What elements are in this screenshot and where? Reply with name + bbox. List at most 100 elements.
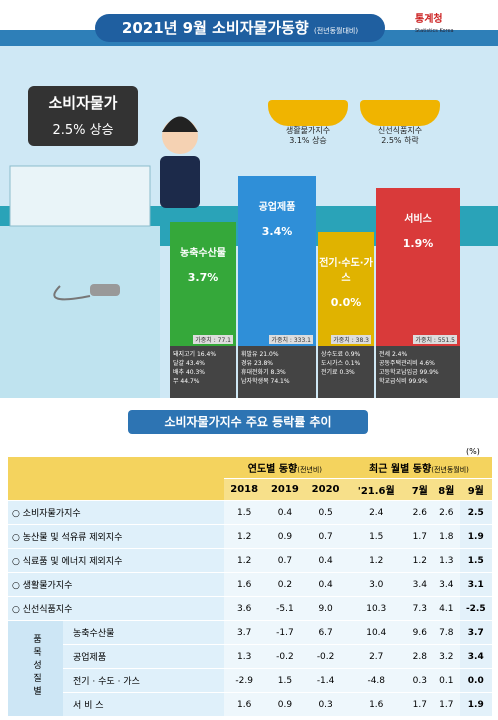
row-label: 농축수산물 — [63, 620, 224, 645]
group-header: 연도별 동향(전년비) — [223, 457, 346, 479]
category-weight: 가중치 : 38.3 — [331, 335, 371, 344]
group-header: 최근 월별 동향(전년동월비) — [345, 457, 492, 479]
title-text: 2021년 9월 소비자물가동향 — [121, 19, 309, 37]
basket-label: 신선식품지수 — [377, 126, 423, 135]
category-value: 1.9% — [402, 237, 434, 250]
cell: -1.7 — [264, 620, 306, 645]
title: 2021년 9월 소비자물가동향 (전년동월대비) — [95, 14, 385, 42]
column-header: 7월 — [406, 478, 434, 501]
cell: 4.1 — [433, 596, 460, 621]
cell: 1.5 — [345, 524, 407, 549]
row-label: ○ 소비자물가지수 — [8, 500, 224, 525]
group-label-text: 품목성질별 — [31, 634, 41, 699]
cell: 2.7 — [345, 644, 407, 669]
cell: 0.0 — [459, 668, 492, 693]
table-row: ○ 농산물 및 석유류 제외지수 1.2 0.9 0.7 1.5 1.7 1.8 1.9 — [8, 524, 492, 549]
column-header: '21.6월 — [345, 478, 407, 501]
headline-label: 소비자물가 — [48, 94, 118, 112]
group-note: (전년비) — [297, 466, 323, 474]
category-name: 전기·수도·가스 — [319, 258, 373, 284]
group-label: 품목성질별 — [8, 620, 63, 717]
item: 남자학생복 74.1% — [241, 378, 290, 385]
cell: 10.3 — [345, 596, 407, 621]
header-row: 연도별 동향(전년비) 최근 월별 동향(전년동월비) — [8, 457, 492, 501]
cell: 1.6 — [223, 692, 265, 717]
category-items: 돼지고기 16.4% 달걀 43.4% 배추 40.3% 무 44.7% — [170, 346, 236, 398]
cell: 1.6 — [223, 572, 265, 597]
cell: 1.5 — [223, 500, 265, 525]
category-value: 3.4% — [261, 225, 293, 238]
cell: 7.8 — [433, 620, 460, 645]
headline: 소비자물가 2.5% 상승 — [28, 86, 138, 146]
category-bar: 서비스 1.9% 가중치 : 551.5 — [376, 188, 460, 346]
item: 배추 40.3% — [173, 369, 206, 376]
basket — [360, 100, 440, 126]
cell: 0.3 — [305, 692, 346, 717]
cell: -1.4 — [305, 668, 346, 693]
cell: -2.5 — [459, 596, 492, 621]
basket-text: 신선식품지수 2.5% 하락 — [350, 126, 450, 146]
category-bar: 농축수산물 3.7% 가중치 : 77.1 — [170, 222, 236, 346]
cell: 1.7 — [406, 524, 434, 549]
table-row: ○ 식료품 및 에너지 제외지수 1.2 0.7 0.4 1.2 1.2 1.3 1.5 — [8, 548, 492, 573]
row-label: ○ 신선식품지수 — [8, 596, 224, 621]
cell: 0.4 — [264, 500, 306, 525]
item: 달걀 43.4% — [173, 360, 206, 367]
category-weight: 가중치 : 333.1 — [269, 335, 313, 344]
cell: 3.4 — [433, 572, 460, 597]
category-items: 상수도료 0.9% 도시가스 0.1% 전기료 0.3% — [318, 346, 374, 398]
cell: 0.1 — [433, 668, 460, 693]
logo: 통계청 Statistics Korea — [415, 10, 454, 35]
category-weight: 가중치 : 77.1 — [193, 335, 233, 344]
row-label: ○ 식료품 및 에너지 제외지수 — [8, 548, 224, 573]
table-row: 공업제품 1.3 -0.2 -0.2 2.7 2.8 3.2 3.4 — [8, 644, 492, 669]
cell: 0.7 — [264, 548, 306, 573]
cell: 3.7 — [459, 620, 492, 645]
table-row: ○ 소비자물가지수 1.5 0.4 0.5 2.4 2.6 2.6 2.5 — [8, 500, 492, 525]
table-row: ○ 신선식품지수 3.6 -5.1 9.0 10.3 7.3 4.1 -2.5 — [8, 596, 492, 621]
category-value: 3.7% — [187, 271, 219, 284]
cell: 0.5 — [305, 500, 346, 525]
cell: 0.9 — [264, 692, 306, 717]
scanner-cable — [53, 285, 91, 301]
register-body — [0, 226, 160, 398]
cell: -4.8 — [345, 668, 407, 693]
scanner — [90, 284, 120, 296]
item: 휴대전화기 8.3% — [241, 369, 286, 376]
cell: 1.8 — [433, 524, 460, 549]
logo-text: 통계청 — [415, 14, 443, 25]
cell: -5.1 — [264, 596, 306, 621]
basket-text: 생활물가지수 3.1% 상승 — [258, 126, 358, 146]
item: 전세 2.4% — [379, 351, 408, 358]
item: 경유 23.8% — [241, 360, 274, 367]
cell: 9.0 — [305, 596, 346, 621]
cell: -0.2 — [264, 644, 306, 669]
section-title: 소비자물가지수 주요 등락률 추이 — [128, 410, 368, 434]
cell: 0.3 — [406, 668, 434, 693]
cell: 3.7 — [223, 620, 265, 645]
column-header: 9월 — [459, 478, 492, 501]
cell: 3.4 — [406, 572, 434, 597]
cell: -0.2 — [305, 644, 346, 669]
cell: -2.9 — [223, 668, 265, 693]
cell: 3.1 — [459, 572, 492, 597]
cell: 1.7 — [406, 692, 434, 717]
item: 무 44.7% — [173, 378, 200, 385]
basket-label: 생활물가지수 — [285, 126, 331, 135]
headline-value: 2.5% 상승 — [52, 123, 114, 138]
table-row: 품목성질별 농축수산물 3.7 -1.7 6.7 10.4 9.6 7.8 3.7 — [8, 620, 492, 717]
cell: 1.2 — [223, 524, 265, 549]
cell: 1.9 — [459, 692, 492, 717]
cell: 0.2 — [264, 572, 306, 597]
cell: 1.6 — [345, 692, 407, 717]
table-row: 서 비 스 1.6 0.9 0.3 1.6 1.7 1.7 1.9 — [8, 692, 492, 717]
row-label: 전기 · 수도 · 가스 — [63, 668, 224, 693]
row-label: 공업제품 — [63, 644, 224, 669]
cell: 1.2 — [223, 548, 265, 573]
item: 돼지고기 16.4% — [173, 351, 217, 358]
header-cell — [8, 457, 224, 501]
category-bar: 공업제품 3.4% 가중치 : 333.1 — [238, 176, 316, 346]
table-row: 전기 · 수도 · 가스 -2.9 1.5 -1.4 -4.8 0.3 0.1 0.0 — [8, 668, 492, 693]
unit: (%) — [466, 447, 480, 456]
